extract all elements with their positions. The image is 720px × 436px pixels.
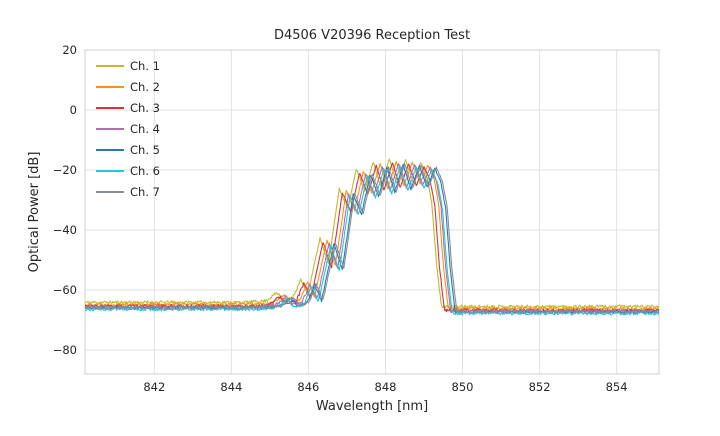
legend: Ch. 1 Ch. 2 Ch. 3 Ch. 4 Ch. 5 Ch. 6 Ch. 7 <box>96 59 160 199</box>
y-tick-label: −80 <box>53 343 77 357</box>
series-lines <box>85 158 659 316</box>
legend-entry-ch-3: Ch. 3 <box>96 101 160 115</box>
legend-entry-ch-1: Ch. 1 <box>96 59 160 73</box>
x-tick-label: 846 <box>297 380 319 394</box>
series-line-ch-7 <box>85 163 659 314</box>
legend-entry-ch-6: Ch. 6 <box>96 164 160 178</box>
x-tick-label: 852 <box>529 380 551 394</box>
legend-label-ch-7: Ch. 7 <box>130 185 160 199</box>
x-tick-label: 844 <box>220 380 242 394</box>
legend-entry-ch-2: Ch. 2 <box>96 80 160 94</box>
legend-entry-ch-7: Ch. 7 <box>96 185 160 199</box>
y-tick-label: 20 <box>62 43 77 57</box>
legend-label-ch-4: Ch. 4 <box>130 122 160 136</box>
y-tick-labels: 20 0 −20 −40 −60 −80 <box>53 43 77 357</box>
x-tick-label: 854 <box>606 380 628 394</box>
x-axis-label: Wavelength [nm] <box>316 399 428 414</box>
plot-border <box>84 49 660 375</box>
series-line-ch-2 <box>85 161 659 311</box>
x-tick-labels: 842 844 846 848 850 852 854 <box>143 380 627 394</box>
x-tick-label: 842 <box>143 380 165 394</box>
legend-label-ch-2: Ch. 2 <box>130 80 160 94</box>
gridlines <box>85 49 659 374</box>
y-tick-label: −20 <box>53 163 77 177</box>
legend-entry-ch-4: Ch. 4 <box>96 122 160 136</box>
legend-label-ch-5: Ch. 5 <box>130 143 160 157</box>
y-tick-label: −40 <box>53 223 77 237</box>
legend-label-ch-1: Ch. 1 <box>130 59 160 73</box>
y-axis-label: Optical Power [dB] <box>27 152 42 273</box>
y-tick-label: −60 <box>53 283 77 297</box>
legend-label-ch-6: Ch. 6 <box>130 164 160 178</box>
legend-entry-ch-5: Ch. 5 <box>96 143 160 157</box>
x-tick-label: 850 <box>452 380 474 394</box>
legend-label-ch-3: Ch. 3 <box>130 101 160 115</box>
chart-title: D4506 V20396 Reception Test <box>274 28 470 43</box>
y-tick-label: 0 <box>70 103 77 117</box>
x-tick-label: 848 <box>375 380 397 394</box>
